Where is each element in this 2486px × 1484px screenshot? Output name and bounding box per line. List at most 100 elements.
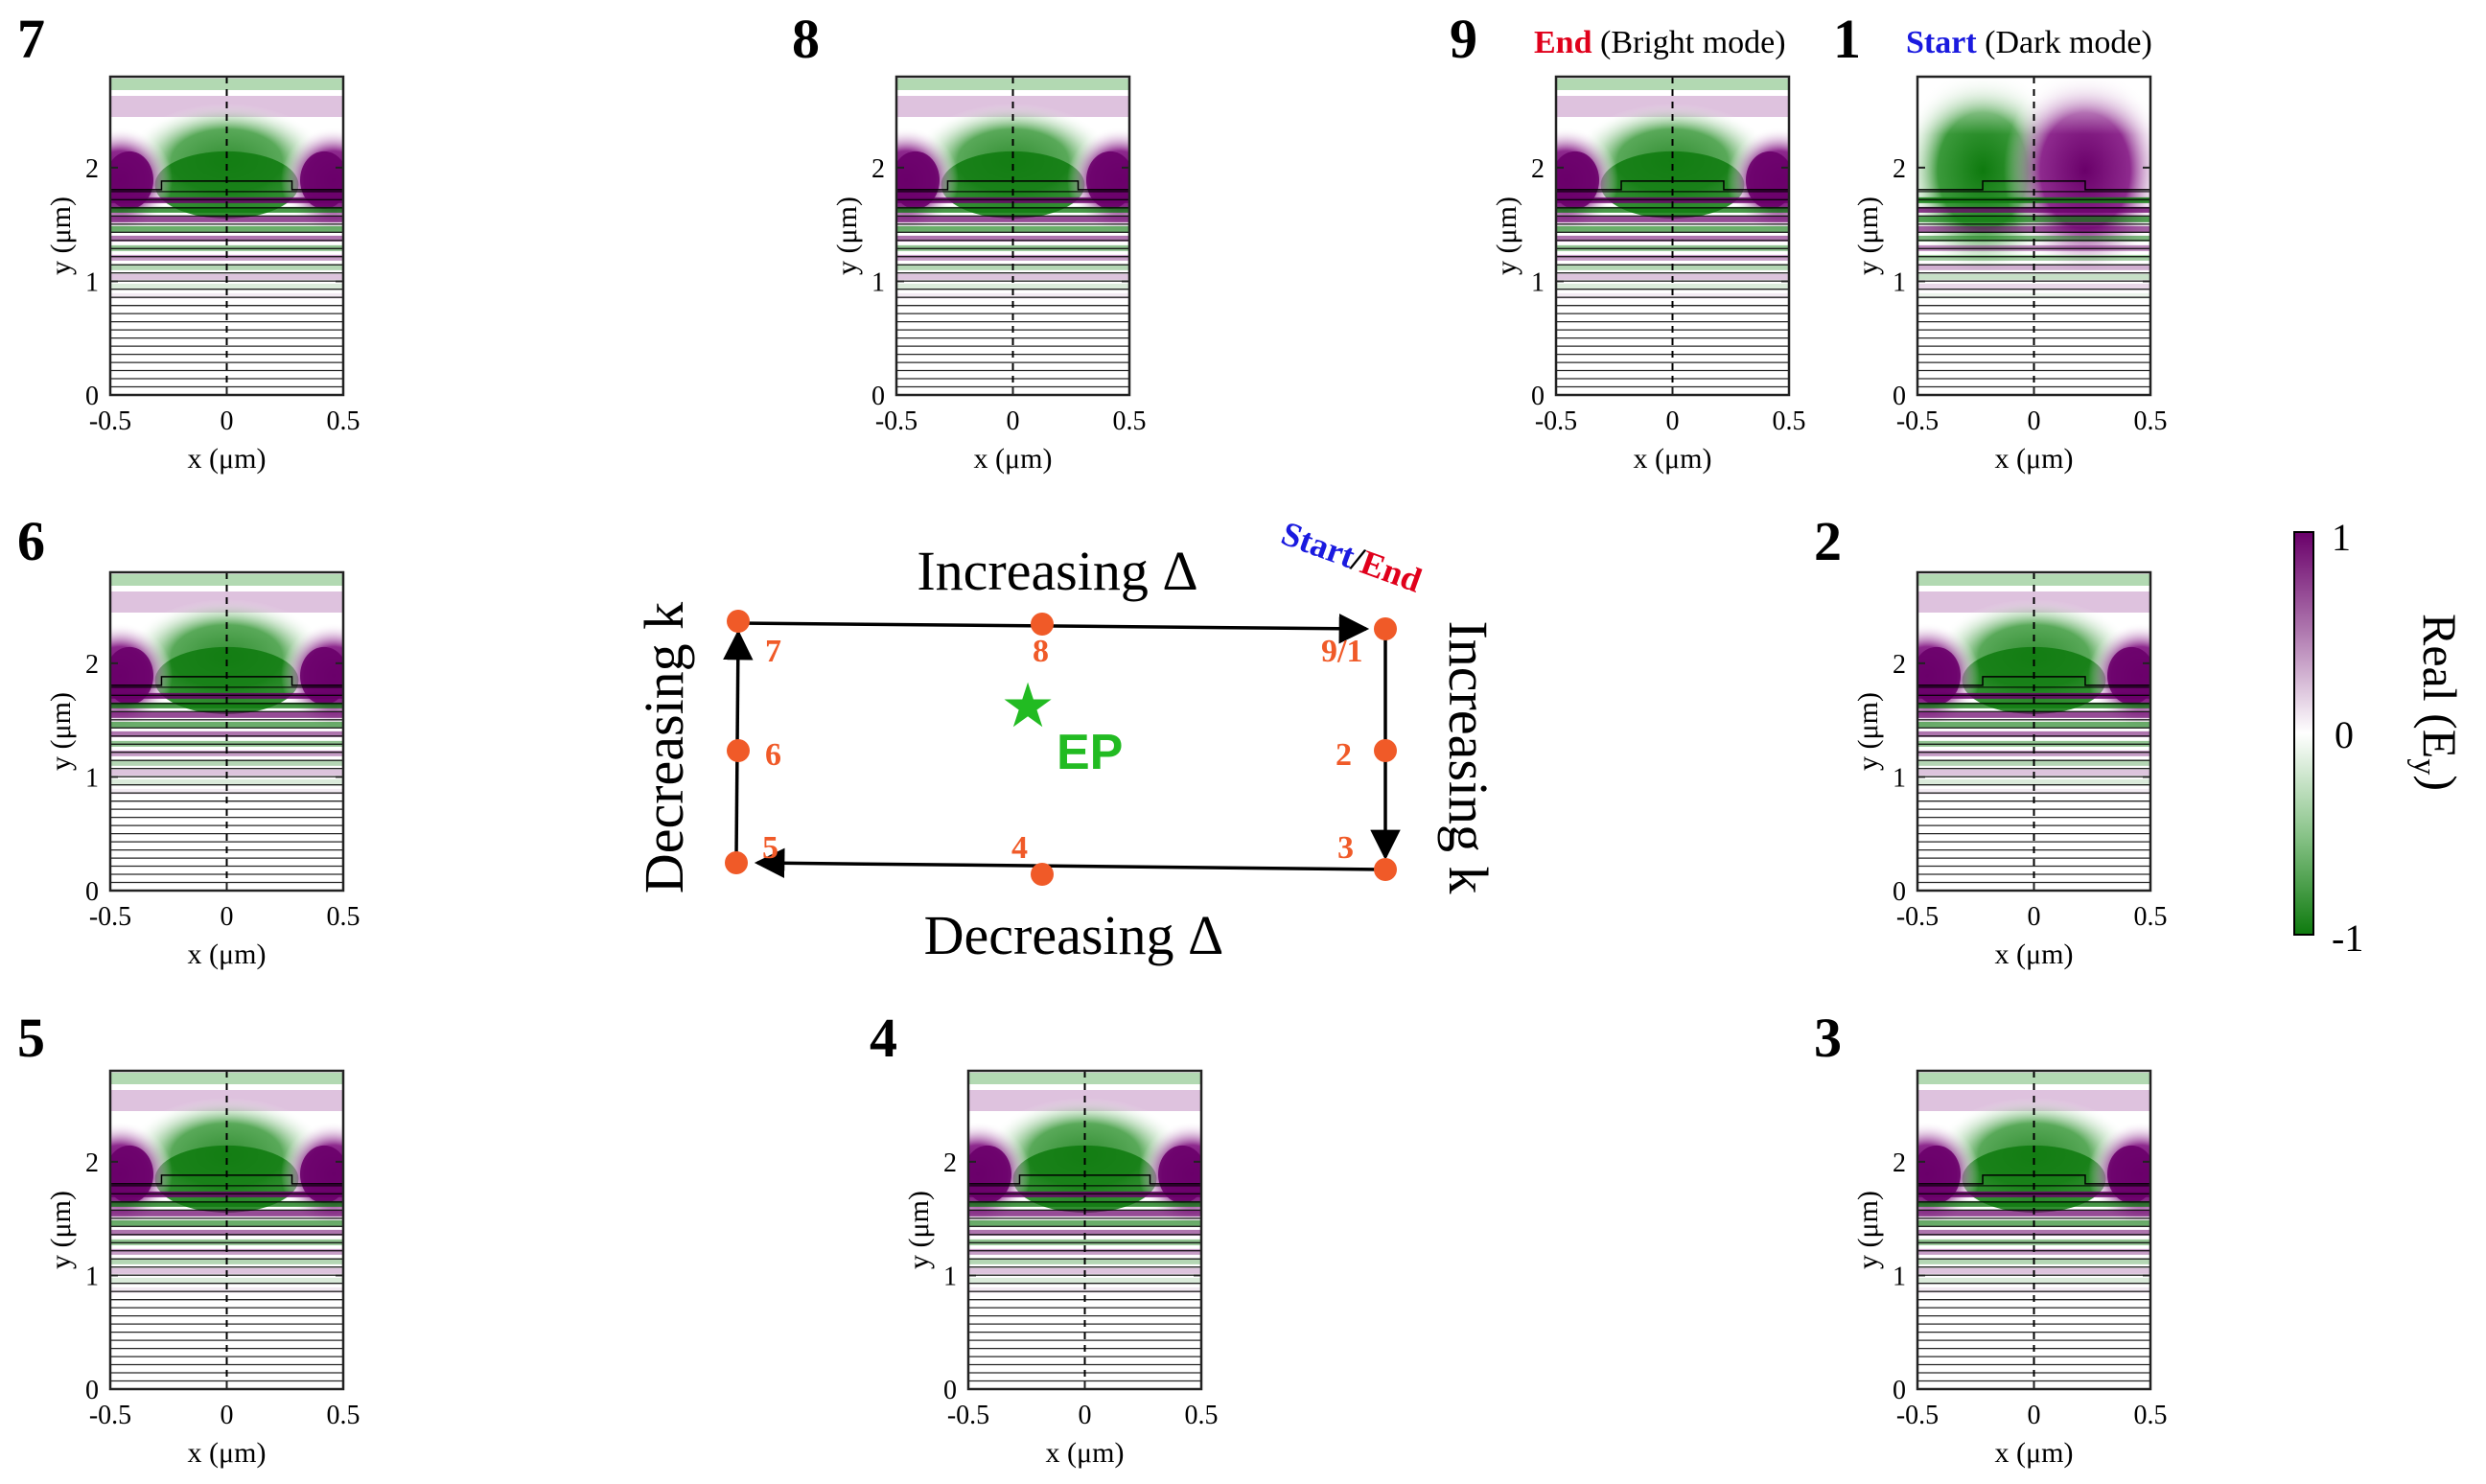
loop-points: 7 8 9/1 6 2 5 4 3	[725, 610, 1397, 886]
y-tick-label: 2	[1531, 154, 1545, 184]
colorbar-title-close: )	[2413, 775, 2467, 791]
x-axis-label: x (μm)	[974, 443, 1053, 475]
colorbar-title-sub: y	[2406, 758, 2442, 775]
loop-point-4	[1031, 863, 1054, 886]
panel-header: End (Bright mode)	[1534, 25, 1786, 60]
loop-point-3	[1374, 858, 1397, 881]
ep-star-icon: ★	[1000, 671, 1055, 740]
x-tick-label: -0.5	[89, 406, 131, 436]
loop-point-label: 4	[1011, 830, 1028, 866]
y-tick-label: 1	[943, 1262, 957, 1291]
y-tick-label: 0	[1893, 1376, 1906, 1405]
field-map	[110, 1071, 343, 1389]
y-axis-label: y (μm)	[1852, 1191, 1884, 1269]
x-tick-label: 0	[1007, 406, 1020, 436]
colorbar-title: Real (Ey)	[2406, 614, 2467, 791]
colorbar: 1 0 -1 Real (Ey)	[2293, 516, 2467, 960]
y-tick-label: 0	[1531, 382, 1545, 411]
loop-point-8	[1031, 613, 1054, 636]
top-loop-label: Increasing Δ	[917, 540, 1197, 602]
x-tick-label: -0.5	[875, 406, 918, 436]
x-tick-label: 0.5	[327, 406, 360, 436]
y-tick-label: 0	[85, 1376, 99, 1405]
x-axis-label: x (μm)	[1995, 939, 2074, 970]
y-tick-label: 2	[85, 154, 99, 184]
y-axis-label: y (μm)	[903, 1191, 935, 1269]
loop-point-label: 3	[1337, 830, 1354, 866]
y-tick-label: 2	[1893, 1148, 1906, 1178]
y-tick-label: 0	[1893, 382, 1906, 411]
x-tick-label: -0.5	[89, 1401, 131, 1430]
panel-header-keyword: Start	[1906, 25, 1977, 60]
y-tick-label: 1	[85, 267, 99, 297]
loop-point-9-1	[1374, 617, 1397, 640]
colorbar-gradient	[2293, 531, 2314, 936]
loop-point-label: 5	[762, 830, 778, 866]
x-tick-label: 0.5	[327, 902, 360, 932]
svg-text:Start/End: Start/End	[1276, 514, 1427, 600]
loop-bottom-edge	[754, 847, 1383, 879]
y-tick-label: 1	[85, 1262, 99, 1291]
x-tick-label: 0.5	[1773, 406, 1806, 436]
panel-number: 8	[792, 8, 820, 70]
y-axis-label: y (μm)	[45, 197, 77, 275]
loop-point-label: 9/1	[1321, 634, 1362, 669]
x-axis-label: x (μm)	[1634, 443, 1712, 475]
y-axis-label: y (μm)	[1491, 197, 1522, 275]
y-tick-label: 2	[1893, 650, 1906, 680]
parameter-loop-diagram: Increasing Δ Decreasing Δ Decreasing k I…	[633, 514, 1499, 966]
panel-header-keyword: End	[1534, 25, 1592, 60]
x-tick-label: 0	[221, 902, 234, 932]
y-tick-label: 0	[1893, 877, 1906, 907]
field-map	[110, 572, 343, 891]
x-tick-label: 0	[1079, 1401, 1092, 1430]
panel-number: 3	[1814, 1007, 1842, 1069]
y-axis-label: y (μm)	[45, 692, 77, 771]
loop-point-label: 8	[1033, 634, 1049, 669]
x-tick-label: 0.5	[327, 1401, 360, 1430]
panel-number: 1	[1833, 8, 1861, 70]
panel-number: 5	[17, 1007, 45, 1069]
panel-header-mode: (Dark mode)	[1977, 25, 2152, 60]
field-map	[968, 1071, 1201, 1389]
field-map	[110, 77, 343, 395]
x-tick-label: 0.5	[2134, 406, 2168, 436]
x-tick-label: -0.5	[1896, 406, 1939, 436]
x-axis-label: x (μm)	[188, 443, 267, 475]
field-map	[1917, 1071, 2150, 1389]
x-axis-label: x (μm)	[188, 1437, 267, 1469]
x-tick-label: -0.5	[89, 902, 131, 932]
x-tick-label: 0	[221, 1401, 234, 1430]
x-tick-label: 0	[2028, 1401, 2041, 1430]
x-axis-label: x (μm)	[1046, 1437, 1125, 1469]
y-axis-label: y (μm)	[1852, 197, 1884, 275]
x-tick-label: 0.5	[2134, 902, 2168, 932]
x-tick-label: -0.5	[1896, 1401, 1939, 1430]
y-tick-label: 2	[943, 1148, 957, 1178]
right-loop-label: Increasing k	[1437, 620, 1499, 893]
colorbar-mid-label: 0	[2335, 713, 2354, 756]
y-tick-label: 2	[871, 154, 885, 184]
y-tick-label: 1	[1893, 763, 1906, 793]
loop-point-label: 2	[1336, 737, 1352, 773]
y-tick-label: 1	[1893, 1262, 1906, 1291]
colorbar-title-main: Real (E	[2413, 614, 2467, 758]
panel-number: 9	[1450, 8, 1477, 70]
panel-number: 2	[1814, 510, 1842, 572]
field-map	[1556, 77, 1789, 395]
corner-end-text: End	[1356, 543, 1427, 599]
x-tick-label: -0.5	[1535, 406, 1577, 436]
corner-start-text: Start	[1276, 514, 1359, 575]
x-axis-label: x (μm)	[1995, 1437, 2074, 1469]
x-tick-label: -0.5	[1896, 902, 1939, 932]
y-tick-label: 0	[85, 877, 99, 907]
x-tick-label: 0	[2028, 902, 2041, 932]
